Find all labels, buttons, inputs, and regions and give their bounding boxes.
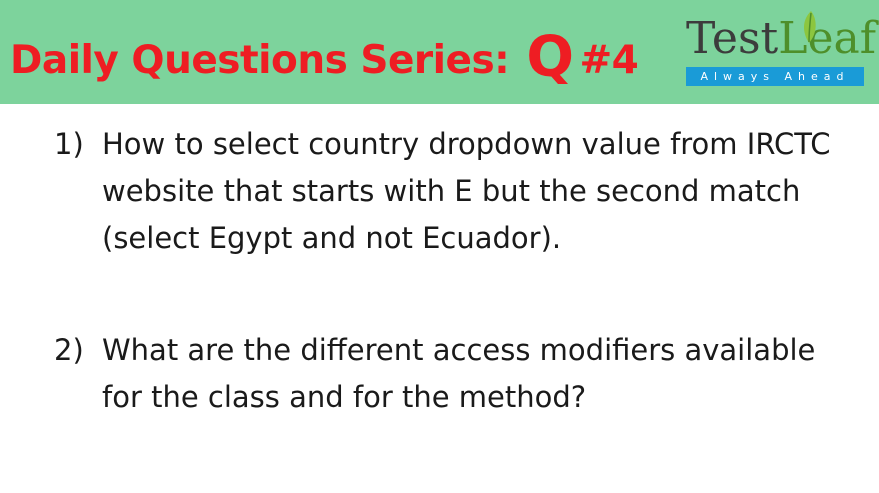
title-number: #4 — [579, 38, 639, 83]
title-q: Q — [526, 25, 574, 90]
question-text: How to select country dropdown value fro… — [102, 127, 831, 255]
logo-tagline: Always Ahead — [686, 67, 864, 86]
logo-wordmark: TestLeaf — [686, 14, 876, 64]
page-title: Daily Questions Series: Q #4 — [10, 25, 639, 90]
question-item-2: 2) What are the different access modifie… — [54, 327, 854, 421]
question-number: 2) — [54, 333, 84, 367]
header-banner: Daily Questions Series: Q #4 TestLeaf Alw… — [0, 0, 879, 104]
question-text: What are the different access modifiers … — [102, 333, 816, 414]
logo-brand-part2: Leaf — [778, 13, 877, 64]
question-number: 1) — [54, 127, 84, 161]
title-prefix: Daily Questions Series: — [10, 38, 510, 83]
question-item-1: 1) How to select country dropdown value … — [54, 121, 854, 262]
logo-brand-part1: Test — [686, 13, 779, 64]
testleaf-logo: TestLeaf Always Ahead — [686, 10, 876, 88]
leaf-icon — [803, 11, 816, 43]
